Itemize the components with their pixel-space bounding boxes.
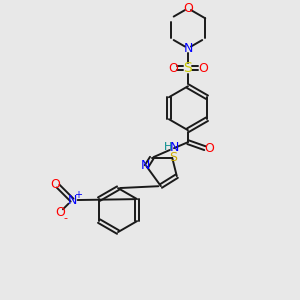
Text: N: N — [183, 42, 193, 55]
Text: N: N — [68, 194, 77, 207]
Text: O: O — [183, 2, 193, 15]
Text: S: S — [184, 61, 192, 75]
Text: N: N — [141, 159, 150, 172]
Text: +: + — [74, 190, 82, 200]
Text: S: S — [169, 152, 177, 164]
Text: N: N — [169, 141, 179, 154]
Text: O: O — [55, 206, 65, 219]
Text: -: - — [63, 213, 67, 223]
Text: O: O — [50, 178, 60, 190]
Text: O: O — [168, 62, 178, 75]
Text: H: H — [164, 142, 172, 152]
Text: O: O — [204, 142, 214, 155]
Text: O: O — [198, 62, 208, 75]
